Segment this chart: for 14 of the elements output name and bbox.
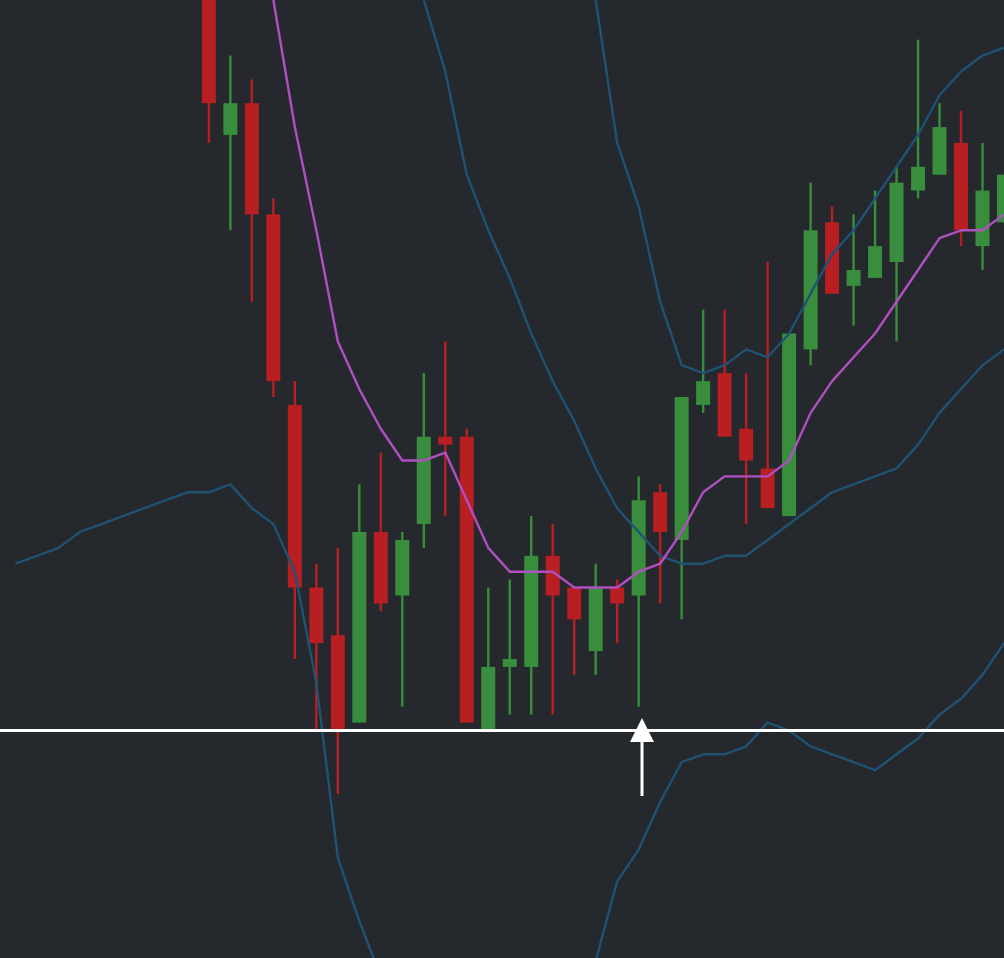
candlestick — [932, 102, 947, 176]
candlestick — [696, 308, 711, 415]
candlestick — [610, 578, 625, 645]
candlestick — [545, 522, 560, 716]
candlestick — [739, 371, 754, 526]
candlestick — [438, 340, 453, 518]
candlestick — [223, 54, 238, 232]
candlestick — [911, 38, 926, 200]
candlestick — [567, 586, 582, 677]
candlestick — [868, 189, 883, 280]
candlestick — [653, 483, 668, 605]
candlestick — [760, 260, 775, 510]
candlestick — [502, 578, 517, 716]
candlestick — [846, 213, 861, 327]
